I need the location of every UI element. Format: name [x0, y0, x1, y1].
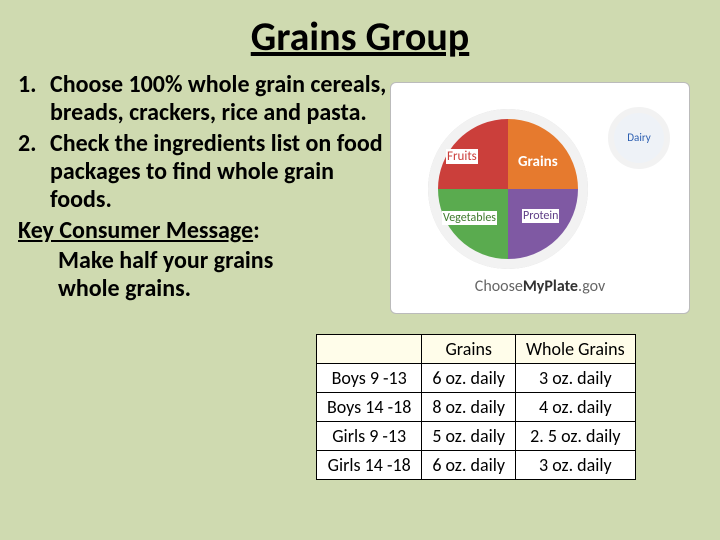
list-item-1: 1. Choose 100% whole grain cereals, brea… [18, 71, 388, 128]
table-header-row: Grains Whole Grains [317, 335, 636, 364]
table-col-wholegrains: Whole Grains [516, 335, 636, 364]
list-text-1: Choose 100% whole grain cereals, breads,… [50, 71, 388, 128]
plate-label-protein: Protein [522, 209, 559, 223]
table-cell: 3 oz. daily [516, 451, 636, 480]
brand-myplate: MyPlate [523, 277, 578, 296]
plate-seg-vegetables [430, 189, 508, 267]
list-num-2: 2. [18, 130, 50, 215]
key-message-body: Make half your grains whole grains. [18, 247, 318, 304]
table-cell: 6 oz. daily [422, 364, 516, 393]
table-row: Girls 14 -18 6 oz. daily 3 oz. daily [317, 451, 636, 480]
table-cell: 2. 5 oz. daily [516, 422, 636, 451]
table-row: Boys 14 -18 8 oz. daily 4 oz. daily [317, 393, 636, 422]
list-text-2: Check the ingredients list on food packa… [50, 130, 388, 215]
list-num-1: 1. [18, 71, 50, 128]
plate-dairy-cup: Dairy [608, 107, 670, 169]
plate-seg-protein [508, 189, 586, 267]
table-cell: 5 oz. daily [422, 422, 516, 451]
key-message-colon: : [253, 216, 260, 245]
table-cell: 6 oz. daily [422, 451, 516, 480]
myplate-graphic: Fruits Grains Vegetables Protein Dairy C… [390, 82, 690, 314]
table-col-grains: Grains [422, 335, 516, 364]
brand-gov: .gov [578, 277, 605, 296]
plate-wrap: Fruits Grains Vegetables Protein Dairy [410, 103, 670, 273]
key-message: Key Consumer Message: Make half your gra… [18, 217, 388, 304]
plate-circle [428, 109, 588, 269]
table-cell: 8 oz. daily [422, 393, 516, 422]
myplate-brand: ChooseMyPlate.gov [475, 277, 605, 296]
list-item-2: 2. Check the ingredients list on food pa… [18, 130, 388, 215]
table-cell: Boys 9 -13 [317, 364, 422, 393]
key-message-label: Key Consumer Message [18, 216, 253, 245]
text-column: 1. Choose 100% whole grain cereals, brea… [18, 71, 388, 304]
table-corner [317, 335, 422, 364]
plate-seg-grains [508, 111, 586, 189]
table-cell: Girls 9 -13 [317, 422, 422, 451]
table-row: Boys 9 -13 6 oz. daily 3 oz. daily [317, 364, 636, 393]
table-cell: 3 oz. daily [516, 364, 636, 393]
plate-label-fruits: Fruits [446, 149, 478, 164]
table-cell: Girls 14 -18 [317, 451, 422, 480]
grains-table: Grains Whole Grains Boys 9 -13 6 oz. dai… [316, 334, 636, 480]
plate-label-vegetables: Vegetables [442, 211, 497, 225]
table-row: Girls 9 -13 5 oz. daily 2. 5 oz. daily [317, 422, 636, 451]
table-cell: Boys 14 -18 [317, 393, 422, 422]
brand-choose: Choose [475, 277, 523, 296]
plate-label-grains: Grains [518, 153, 558, 171]
table-cell: 4 oz. daily [516, 393, 636, 422]
page-title: Grains Group [0, 0, 720, 71]
